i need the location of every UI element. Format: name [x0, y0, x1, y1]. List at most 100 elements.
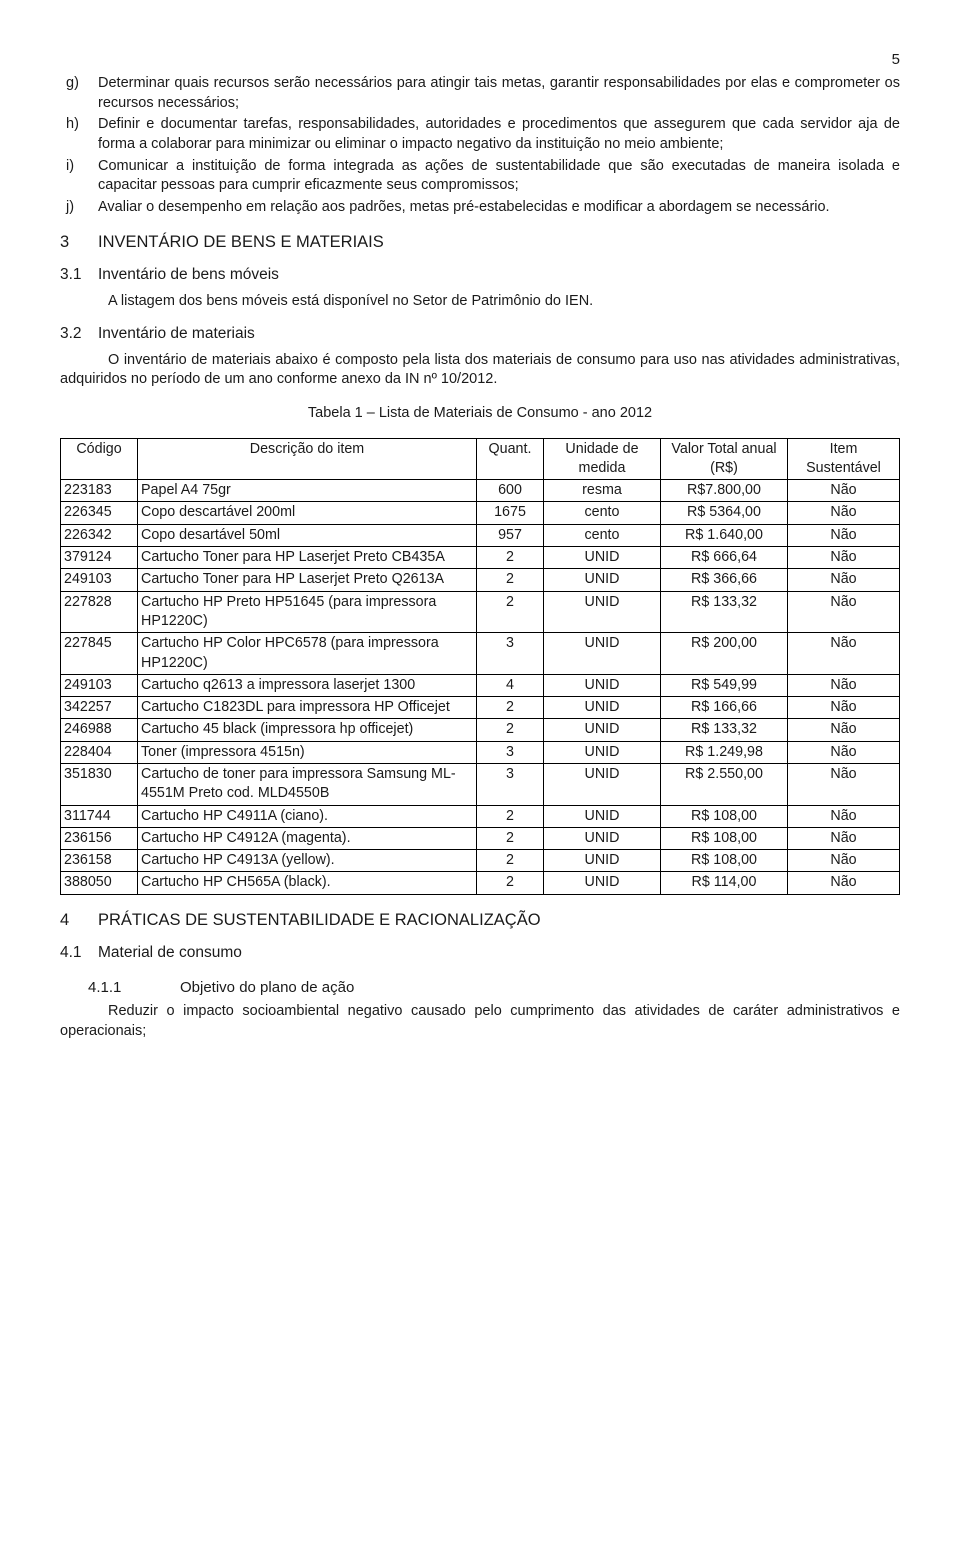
list-text: Definir e documentar tarefas, responsabi… [98, 115, 900, 154]
table-row: 249103Cartucho q2613 a impressora laserj… [61, 674, 900, 696]
heading-num: 3 [60, 231, 98, 253]
td-quant: 2 [477, 591, 544, 633]
th-codigo: Código [61, 438, 138, 480]
table-row: 236156 Cartucho HP C4912A (magenta).2UNI… [61, 827, 900, 849]
ordered-list: g) Determinar quais recursos serão neces… [60, 74, 900, 217]
th-valor: Valor Total anual (R$) [661, 438, 788, 480]
td-valor: R$ 114,00 [661, 872, 788, 894]
td-codigo: 249103 [61, 569, 138, 591]
td-desc: Cartucho HP Color HPC6578 (para impresso… [138, 633, 477, 675]
table-row: 227828Cartucho HP Preto HP51645 (para im… [61, 591, 900, 633]
td-codigo: 351830 [61, 764, 138, 806]
td-valor: R$ 133,32 [661, 591, 788, 633]
td-desc: Cartucho q2613 a impressora laserjet 130… [138, 674, 477, 696]
th-quant: Quant. [477, 438, 544, 480]
heading-title: Inventário de materiais [98, 325, 255, 342]
heading-4: 4PRÁTICAS DE SUSTENTABILIDADE E RACIONAL… [60, 909, 900, 931]
table-row: 227845Cartucho HP Color HPC6578 (para im… [61, 633, 900, 675]
table-row: 228404Toner (impressora 4515n)3UNIDR$ 1.… [61, 741, 900, 763]
td-unidade: UNID [544, 827, 661, 849]
th-item: Item Sustentável [788, 438, 900, 480]
td-unidade: UNID [544, 569, 661, 591]
list-letter: h) [60, 115, 98, 154]
td-valor: R$ 549,99 [661, 674, 788, 696]
td-quant: 4 [477, 674, 544, 696]
heading-title: PRÁTICAS DE SUSTENTABILIDADE E RACIONALI… [98, 911, 541, 929]
list-item-i: i) Comunicar a instituição de forma inte… [60, 157, 900, 196]
td-codigo: 246988 [61, 719, 138, 741]
td-item: Não [788, 569, 900, 591]
page-number: 5 [60, 50, 900, 70]
td-codigo: 227828 [61, 591, 138, 633]
td-codigo: 379124 [61, 547, 138, 569]
td-desc: Cartucho HP C4912A (magenta). [138, 827, 477, 849]
list-text: Determinar quais recursos serão necessár… [98, 74, 900, 113]
td-item: Não [788, 524, 900, 546]
table-row: 249103Cartucho Toner para HP Laserjet Pr… [61, 569, 900, 591]
td-codigo: 236156 [61, 827, 138, 849]
td-quant: 2 [477, 805, 544, 827]
td-item: Não [788, 827, 900, 849]
td-valor: R$ 108,00 [661, 805, 788, 827]
td-desc: Cartucho HP C4913A (yellow). [138, 850, 477, 872]
td-quant: 2 [477, 872, 544, 894]
td-valor: R$ 108,00 [661, 827, 788, 849]
list-item-h: h) Definir e documentar tarefas, respons… [60, 115, 900, 154]
td-item: Não [788, 674, 900, 696]
td-desc: Cartucho HP Preto HP51645 (para impresso… [138, 591, 477, 633]
list-item-j: j) Avaliar o desempenho em relação aos p… [60, 198, 900, 218]
td-unidade: UNID [544, 805, 661, 827]
heading-num: 3.2 [60, 324, 98, 345]
heading-num: 4.1 [60, 943, 98, 964]
td-unidade: resma [544, 480, 661, 502]
td-valor: R$ 200,00 [661, 633, 788, 675]
td-unidade: UNID [544, 872, 661, 894]
heading-title: INVENTÁRIO DE BENS E MATERIAIS [98, 233, 384, 251]
td-quant: 2 [477, 547, 544, 569]
td-item: Não [788, 719, 900, 741]
paragraph-4-1-1: Reduzir o impacto socioambiental negativ… [60, 1002, 900, 1041]
td-quant: 3 [477, 633, 544, 675]
td-codigo: 236158 [61, 850, 138, 872]
table-row: 246988Cartucho 45 black (impressora hp o… [61, 719, 900, 741]
td-valor: R$ 5364,00 [661, 502, 788, 524]
heading-num: 3.1 [60, 265, 98, 286]
paragraph-3-2: O inventário de materiais abaixo é compo… [60, 351, 900, 390]
td-unidade: UNID [544, 741, 661, 763]
list-letter: i) [60, 157, 98, 196]
td-desc: Copo desartável 50ml [138, 524, 477, 546]
table-row: 223183Papel A4 75gr600resmaR$7.800,00Não [61, 480, 900, 502]
heading-4-1-1: 4.1.1Objetivo do plano de ação [60, 978, 900, 998]
list-letter: j) [60, 198, 98, 218]
table-row: 226342Copo desartável 50ml957centoR$ 1.6… [61, 524, 900, 546]
td-quant: 957 [477, 524, 544, 546]
table-row: 226345Copo descartável 200ml1675centoR$ … [61, 502, 900, 524]
td-valor: R$ 366,66 [661, 569, 788, 591]
table-header-row: Código Descrição do item Quant. Unidade … [61, 438, 900, 480]
td-valor: R$ 133,32 [661, 719, 788, 741]
td-desc: Cartucho de toner para impressora Samsun… [138, 764, 477, 806]
td-desc: Toner (impressora 4515n) [138, 741, 477, 763]
td-unidade: UNID [544, 591, 661, 633]
td-item: Não [788, 697, 900, 719]
td-unidade: UNID [544, 850, 661, 872]
td-item: Não [788, 764, 900, 806]
heading-3: 3INVENTÁRIO DE BENS E MATERIAIS [60, 231, 900, 253]
th-unidade: Unidade de medida [544, 438, 661, 480]
list-letter: g) [60, 74, 98, 113]
heading-3-2: 3.2Inventário de materiais [60, 324, 900, 345]
heading-title: Objetivo do plano de ação [180, 979, 354, 996]
td-item: Não [788, 850, 900, 872]
td-valor: R$ 108,00 [661, 850, 788, 872]
td-valor: R$7.800,00 [661, 480, 788, 502]
td-item: Não [788, 502, 900, 524]
td-unidade: UNID [544, 674, 661, 696]
td-codigo: 227845 [61, 633, 138, 675]
heading-title: Inventário de bens móveis [98, 266, 279, 283]
table-row: 311744 Cartucho HP C4911A (ciano).2UNIDR… [61, 805, 900, 827]
td-codigo: 311744 [61, 805, 138, 827]
td-quant: 3 [477, 764, 544, 806]
td-desc: Cartucho C1823DL para impressora HP Offi… [138, 697, 477, 719]
td-quant: 2 [477, 827, 544, 849]
td-unidade: UNID [544, 719, 661, 741]
